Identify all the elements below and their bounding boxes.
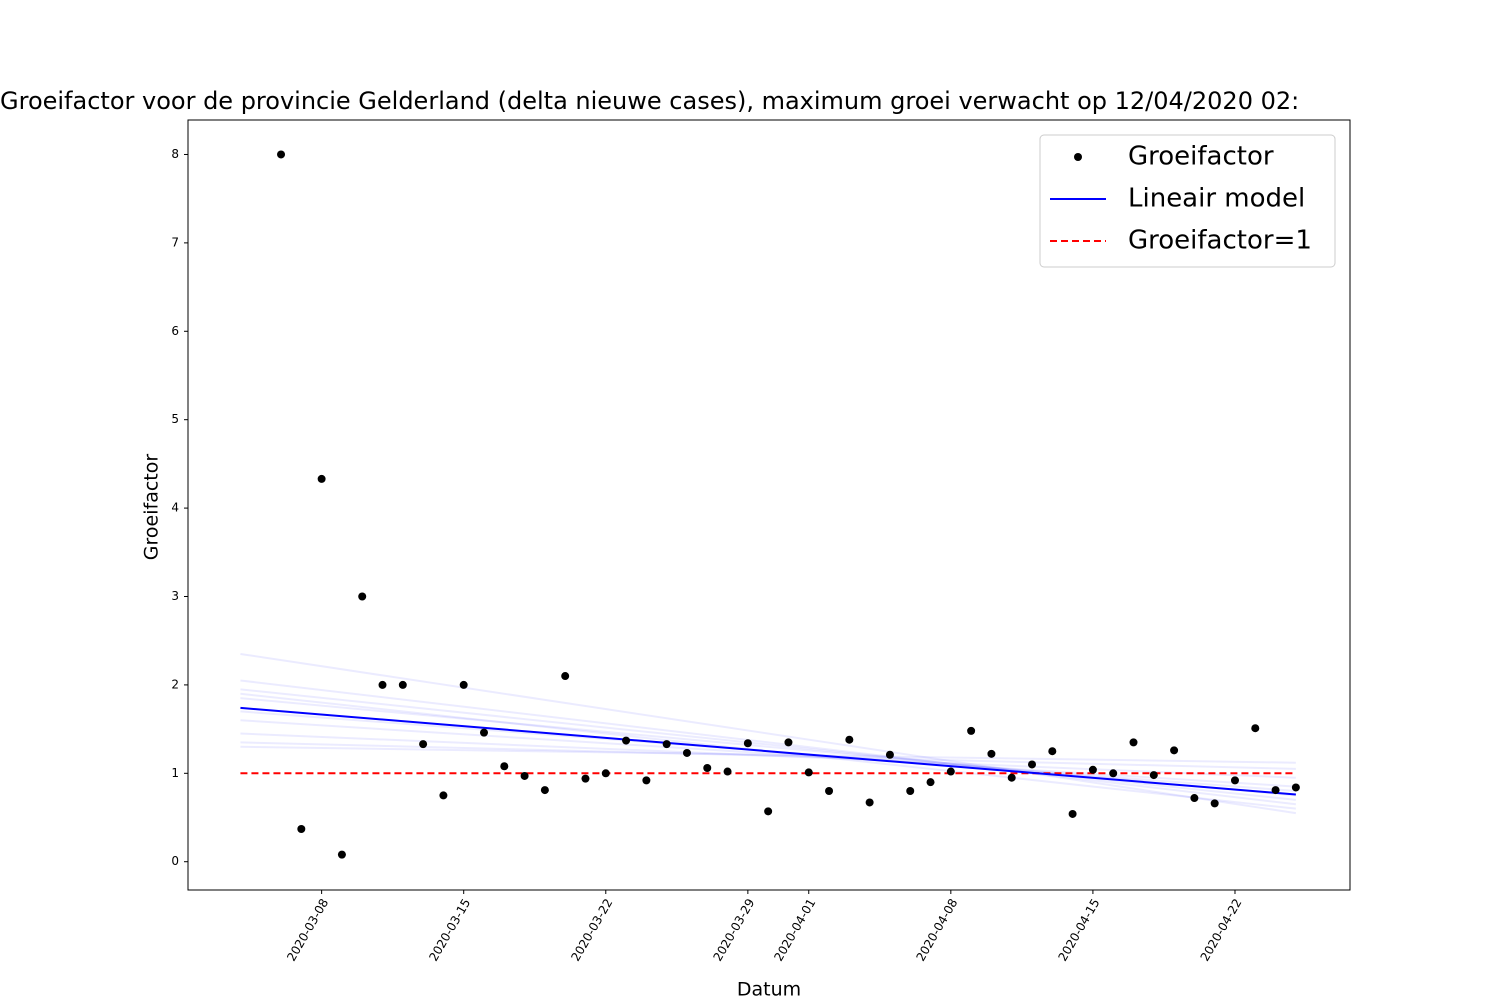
data-point: [825, 786, 834, 795]
data-point: [865, 798, 874, 807]
legend-label: Groeifactor=1: [1128, 226, 1312, 256]
model-sample: [240, 741, 1296, 770]
y-axis-label: Groeifactor: [141, 454, 163, 561]
data-point: [358, 592, 367, 601]
y-tick-label: 7: [171, 235, 179, 249]
y-tick-label: 0: [171, 854, 179, 868]
data-point: [1068, 809, 1077, 818]
data-point: [1170, 746, 1179, 755]
x-tick-label: 2020-04-22: [1198, 896, 1245, 963]
data-point: [1088, 765, 1097, 774]
legend-marker: [1074, 153, 1082, 161]
data-point: [1190, 794, 1199, 803]
x-tick-label: 2020-04-15: [1056, 896, 1103, 963]
x-tick-label: 2020-03-15: [426, 896, 473, 963]
y-tick-label: 2: [171, 677, 179, 691]
y-tick-label: 8: [171, 147, 179, 161]
y-tick-label: 4: [171, 501, 179, 515]
data-point: [1129, 738, 1138, 747]
data-point: [764, 807, 773, 816]
data-point: [1048, 747, 1057, 756]
data-point: [622, 736, 631, 745]
data-point: [459, 680, 468, 689]
data-point: [277, 150, 286, 159]
data-point: [906, 786, 915, 795]
data-point: [297, 825, 306, 834]
data-point: [926, 778, 935, 787]
legend-box: [1039, 134, 1336, 268]
model-sample: [240, 679, 1296, 806]
data-point: [703, 764, 712, 773]
data-point: [1149, 771, 1158, 780]
x-tick-label: 2020-04-08: [913, 896, 960, 963]
data-point: [642, 776, 651, 785]
data-point: [784, 738, 793, 747]
plot-frame: [187, 119, 1351, 891]
chart-title: Groeifactor voor de provincie Gelderland…: [0, 87, 1299, 115]
data-point: [1210, 799, 1219, 808]
data-point: [1007, 773, 1016, 782]
data-point: [987, 749, 996, 758]
model-sample: [240, 652, 1297, 815]
x-tick-label: 2020-03-22: [568, 896, 615, 963]
data-point: [317, 474, 326, 483]
x-axis-label: Datum: [737, 979, 801, 1000]
data-point: [946, 767, 955, 776]
data-point: [804, 768, 813, 777]
data-point: [723, 767, 732, 776]
data-point: [1230, 776, 1239, 785]
model-sample: [240, 745, 1296, 764]
data-point: [885, 750, 894, 759]
x-tick-label: 2020-03-08: [284, 896, 331, 963]
data-point: [1271, 786, 1280, 795]
x-tick-label: 2020-03-29: [710, 896, 757, 963]
data-point: [479, 728, 488, 737]
data-point: [439, 791, 448, 800]
data-point: [967, 726, 976, 735]
data-point: [337, 850, 346, 859]
model-sample: [240, 688, 1296, 801]
legend-label: Lineair model: [1128, 184, 1305, 214]
model-sample: [240, 719, 1296, 788]
y-tick-label: 6: [171, 324, 179, 338]
data-point: [561, 672, 570, 681]
y-tick-label: 5: [171, 412, 179, 426]
legend-label: Groeifactor: [1128, 142, 1274, 172]
data-point: [398, 680, 407, 689]
data-point: [378, 680, 387, 689]
data-point: [601, 769, 610, 778]
data-point: [1109, 769, 1118, 778]
data-point: [1291, 783, 1300, 792]
data-point: [581, 774, 590, 783]
data-point: [845, 735, 854, 744]
data-point: [743, 739, 752, 748]
data-point: [1251, 724, 1260, 733]
model-sample: [240, 732, 1296, 779]
data-point: [662, 740, 671, 749]
data-point: [540, 786, 549, 795]
data-point: [500, 762, 509, 771]
data-point: [682, 748, 691, 757]
x-tick-label: 2020-04-01: [771, 896, 818, 963]
data-point: [1028, 760, 1037, 769]
series-line: [240, 706, 1296, 796]
y-tick-label: 3: [171, 589, 179, 603]
y-tick-label: 1: [171, 766, 179, 780]
data-point: [520, 771, 529, 780]
data-point: [419, 740, 428, 749]
